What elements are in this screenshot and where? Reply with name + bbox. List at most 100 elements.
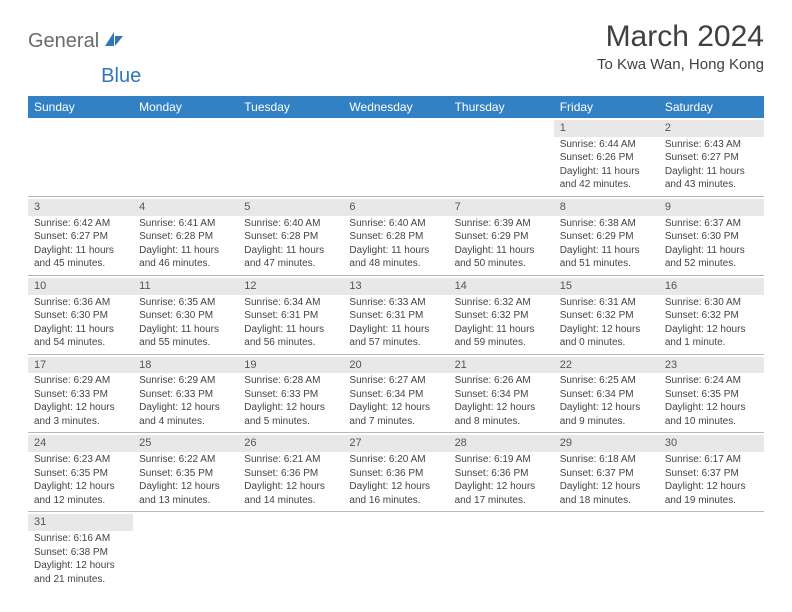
sunrise-text: Sunrise: 6:19 AM [455,453,548,467]
calendar-cell: 22Sunrise: 6:25 AMSunset: 6:34 PMDayligh… [554,354,659,433]
daylight-text: Daylight: 11 hours and 51 minutes. [560,244,653,271]
sunset-text: Sunset: 6:30 PM [34,309,127,323]
calendar-cell: 24Sunrise: 6:23 AMSunset: 6:35 PMDayligh… [28,433,133,512]
daylight-text: Daylight: 12 hours and 13 minutes. [139,480,232,507]
calendar-cell: 15Sunrise: 6:31 AMSunset: 6:32 PMDayligh… [554,275,659,354]
calendar-cell: 25Sunrise: 6:22 AMSunset: 6:35 PMDayligh… [133,433,238,512]
sunset-text: Sunset: 6:36 PM [244,467,337,481]
day-number: 19 [238,357,343,374]
calendar-cell: 14Sunrise: 6:32 AMSunset: 6:32 PMDayligh… [449,275,554,354]
day-number: 11 [133,278,238,295]
sunrise-text: Sunrise: 6:27 AM [349,374,442,388]
sunrise-text: Sunrise: 6:32 AM [455,296,548,310]
daylight-text: Daylight: 12 hours and 17 minutes. [455,480,548,507]
sunrise-text: Sunrise: 6:34 AM [244,296,337,310]
calendar-cell [659,512,764,590]
day-number: 27 [343,435,448,452]
daylight-text: Daylight: 11 hours and 48 minutes. [349,244,442,271]
daylight-text: Daylight: 11 hours and 47 minutes. [244,244,337,271]
calendar-cell: 1Sunrise: 6:44 AMSunset: 6:26 PMDaylight… [554,118,659,196]
daylight-text: Daylight: 12 hours and 18 minutes. [560,480,653,507]
daylight-text: Daylight: 11 hours and 45 minutes. [34,244,127,271]
sunrise-text: Sunrise: 6:30 AM [665,296,758,310]
sunrise-text: Sunrise: 6:25 AM [560,374,653,388]
sunrise-text: Sunrise: 6:44 AM [560,138,653,152]
sunset-text: Sunset: 6:36 PM [349,467,442,481]
calendar-cell: 31Sunrise: 6:16 AMSunset: 6:38 PMDayligh… [28,512,133,590]
weekday-header: Thursday [449,96,554,118]
daylight-text: Daylight: 12 hours and 7 minutes. [349,401,442,428]
daylight-text: Daylight: 11 hours and 42 minutes. [560,165,653,192]
daylight-text: Daylight: 12 hours and 1 minute. [665,323,758,350]
sunrise-text: Sunrise: 6:38 AM [560,217,653,231]
day-number: 22 [554,357,659,374]
sunset-text: Sunset: 6:34 PM [455,388,548,402]
daylight-text: Daylight: 11 hours and 46 minutes. [139,244,232,271]
calendar-cell: 18Sunrise: 6:29 AMSunset: 6:33 PMDayligh… [133,354,238,433]
sunrise-text: Sunrise: 6:29 AM [34,374,127,388]
sunset-text: Sunset: 6:28 PM [349,230,442,244]
sunset-text: Sunset: 6:27 PM [34,230,127,244]
sunset-text: Sunset: 6:30 PM [665,230,758,244]
sunset-text: Sunset: 6:30 PM [139,309,232,323]
sunrise-text: Sunrise: 6:17 AM [665,453,758,467]
calendar-cell: 29Sunrise: 6:18 AMSunset: 6:37 PMDayligh… [554,433,659,512]
calendar-cell: 16Sunrise: 6:30 AMSunset: 6:32 PMDayligh… [659,275,764,354]
sunrise-text: Sunrise: 6:16 AM [34,532,127,546]
day-number: 16 [659,278,764,295]
daylight-text: Daylight: 12 hours and 12 minutes. [34,480,127,507]
daylight-text: Daylight: 11 hours and 52 minutes. [665,244,758,271]
day-number: 4 [133,199,238,216]
month-title: March 2024 [597,20,764,54]
daylight-text: Daylight: 11 hours and 55 minutes. [139,323,232,350]
sunrise-text: Sunrise: 6:24 AM [665,374,758,388]
weekday-header: Friday [554,96,659,118]
sunrise-text: Sunrise: 6:22 AM [139,453,232,467]
day-number: 1 [554,120,659,137]
calendar-week-row: 3Sunrise: 6:42 AMSunset: 6:27 PMDaylight… [28,196,764,275]
weekday-header: Monday [133,96,238,118]
sunset-text: Sunset: 6:34 PM [560,388,653,402]
sunset-text: Sunset: 6:32 PM [455,309,548,323]
sunset-text: Sunset: 6:35 PM [34,467,127,481]
calendar-week-row: 24Sunrise: 6:23 AMSunset: 6:35 PMDayligh… [28,433,764,512]
calendar-cell: 26Sunrise: 6:21 AMSunset: 6:36 PMDayligh… [238,433,343,512]
sunrise-text: Sunrise: 6:21 AM [244,453,337,467]
sunrise-text: Sunrise: 6:40 AM [349,217,442,231]
weekday-header-row: SundayMondayTuesdayWednesdayThursdayFrid… [28,96,764,118]
calendar-week-row: 17Sunrise: 6:29 AMSunset: 6:33 PMDayligh… [28,354,764,433]
calendar-cell: 5Sunrise: 6:40 AMSunset: 6:28 PMDaylight… [238,196,343,275]
calendar-cell: 8Sunrise: 6:38 AMSunset: 6:29 PMDaylight… [554,196,659,275]
sunset-text: Sunset: 6:34 PM [349,388,442,402]
title-block: March 2024 To Kwa Wan, Hong Kong [597,20,764,73]
day-number: 30 [659,435,764,452]
calendar-cell: 28Sunrise: 6:19 AMSunset: 6:36 PMDayligh… [449,433,554,512]
calendar-cell: 10Sunrise: 6:36 AMSunset: 6:30 PMDayligh… [28,275,133,354]
day-number: 14 [449,278,554,295]
day-number: 23 [659,357,764,374]
daylight-text: Daylight: 11 hours and 54 minutes. [34,323,127,350]
calendar-cell [449,512,554,590]
daylight-text: Daylight: 12 hours and 14 minutes. [244,480,337,507]
day-number: 15 [554,278,659,295]
calendar-cell [133,512,238,590]
day-number: 5 [238,199,343,216]
sunrise-text: Sunrise: 6:28 AM [244,374,337,388]
daylight-text: Daylight: 11 hours and 56 minutes. [244,323,337,350]
calendar-cell: 13Sunrise: 6:33 AMSunset: 6:31 PMDayligh… [343,275,448,354]
sunset-text: Sunset: 6:28 PM [139,230,232,244]
calendar-cell: 21Sunrise: 6:26 AMSunset: 6:34 PMDayligh… [449,354,554,433]
daylight-text: Daylight: 12 hours and 10 minutes. [665,401,758,428]
day-number: 26 [238,435,343,452]
day-number: 29 [554,435,659,452]
day-number: 24 [28,435,133,452]
daylight-text: Daylight: 12 hours and 9 minutes. [560,401,653,428]
weekday-header: Wednesday [343,96,448,118]
sunset-text: Sunset: 6:28 PM [244,230,337,244]
sunset-text: Sunset: 6:35 PM [665,388,758,402]
sunrise-text: Sunrise: 6:40 AM [244,217,337,231]
sunset-text: Sunset: 6:38 PM [34,546,127,560]
sunset-text: Sunset: 6:32 PM [560,309,653,323]
calendar-cell: 3Sunrise: 6:42 AMSunset: 6:27 PMDaylight… [28,196,133,275]
calendar-cell: 30Sunrise: 6:17 AMSunset: 6:37 PMDayligh… [659,433,764,512]
